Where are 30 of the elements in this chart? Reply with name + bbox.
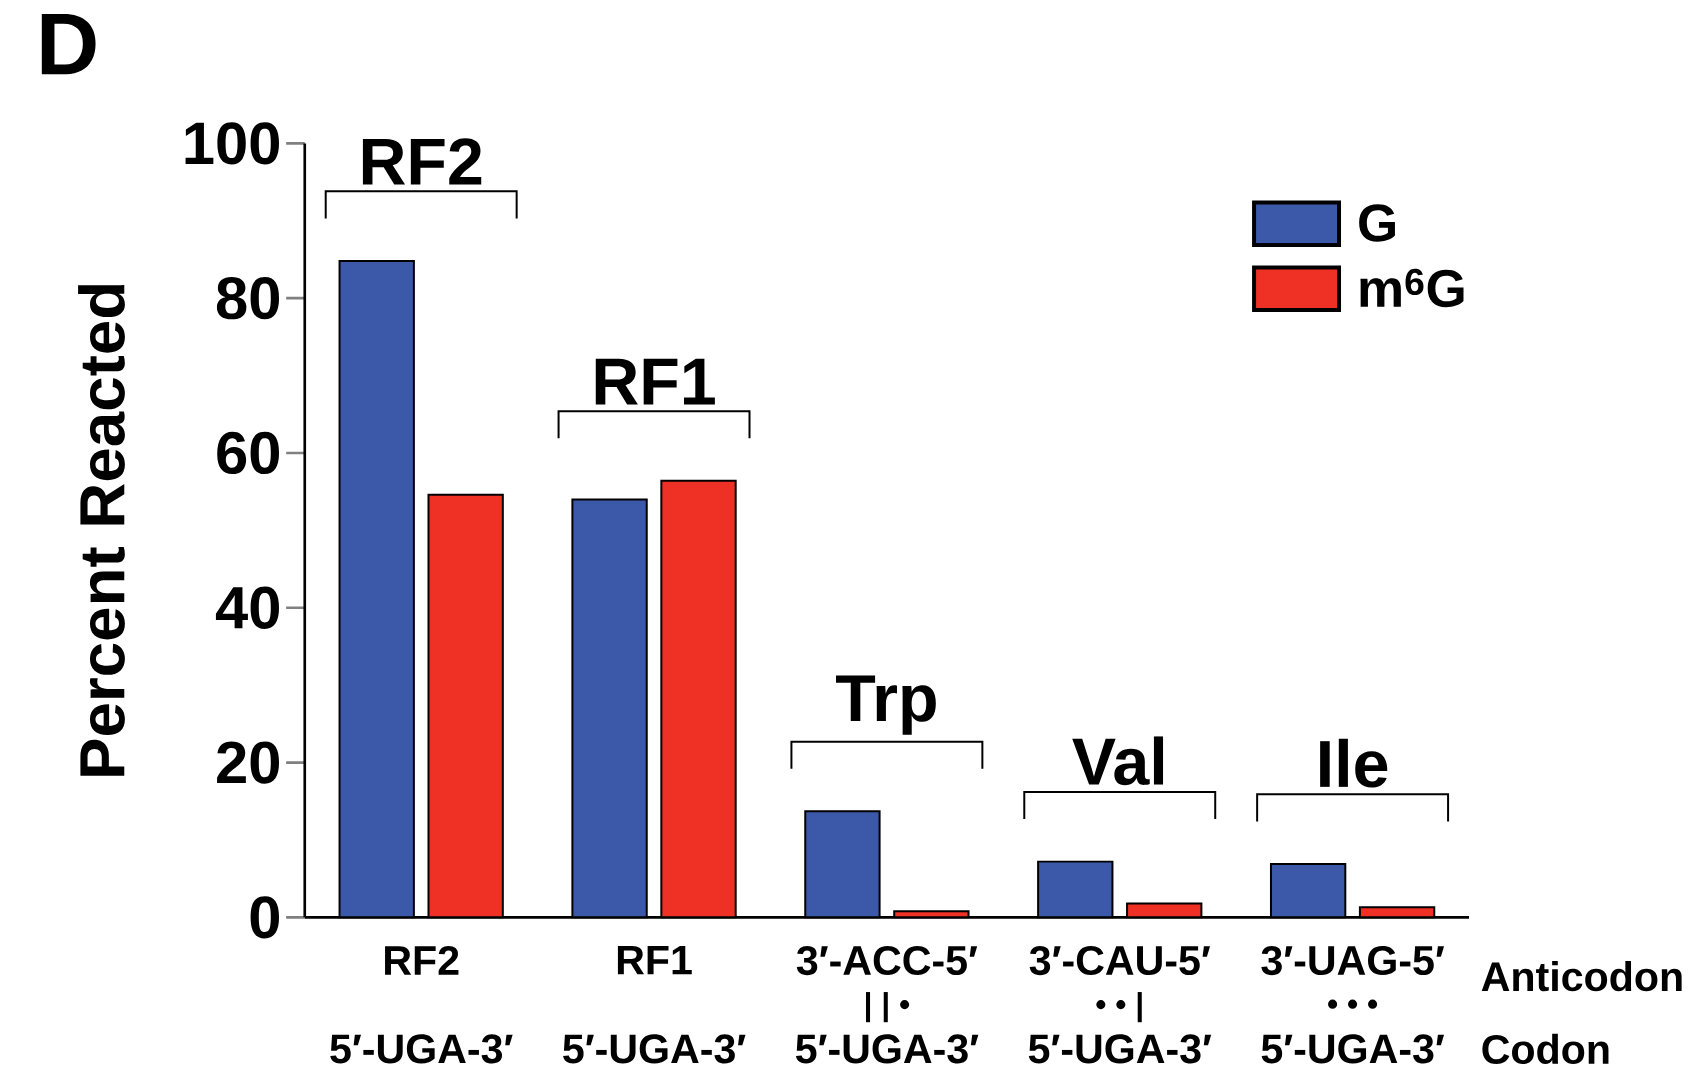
text: 5′-UGA-3′ — [1028, 1034, 1212, 1064]
x-tick-label: 3′-UAG-5′ — [1261, 945, 1445, 975]
x-tick-label: RF2 — [385, 945, 459, 975]
chart-title: D — [41, 13, 96, 75]
y-tick-label: 40 — [215, 586, 280, 629]
y-tick-label: 0 — [250, 896, 280, 939]
text: Codon — [1482, 1033, 1609, 1064]
x-tick-label: RF1 — [617, 945, 692, 975]
text: 5′-UGA-3′ — [1261, 1034, 1445, 1064]
y-tick-label: 80 — [216, 276, 280, 320]
text: | | • — [865, 991, 910, 1023]
annotation: RF1 — [595, 358, 715, 405]
x-tick-label: 3′-CAU-5′ — [1029, 945, 1211, 975]
annotation: Ile — [1320, 738, 1388, 788]
annotation: Val — [1072, 736, 1164, 785]
y-tick-label: 100 — [185, 122, 280, 165]
x-tick-label: 3′-ACC-5′ — [796, 945, 978, 975]
y-axis-title: Percent Reacted — [78, 284, 125, 776]
text: 5′-UGA-3′ — [330, 1034, 513, 1064]
legend-label: m$^{6}$G — [1360, 268, 1464, 308]
y-tick-label: 20 — [217, 741, 280, 784]
text: 5′-UGA-3′ — [563, 1034, 746, 1064]
legend-label: G — [1359, 204, 1395, 242]
text: 5′-UGA-3′ — [795, 1034, 979, 1064]
annotation: Trp — [836, 675, 936, 735]
text: • • | — [1096, 991, 1142, 1023]
y-tick-label: 60 — [217, 431, 280, 474]
text: • • • — [1328, 999, 1378, 1009]
text: Anticodon — [1481, 960, 1682, 992]
annotation: RF2 — [362, 138, 482, 185]
